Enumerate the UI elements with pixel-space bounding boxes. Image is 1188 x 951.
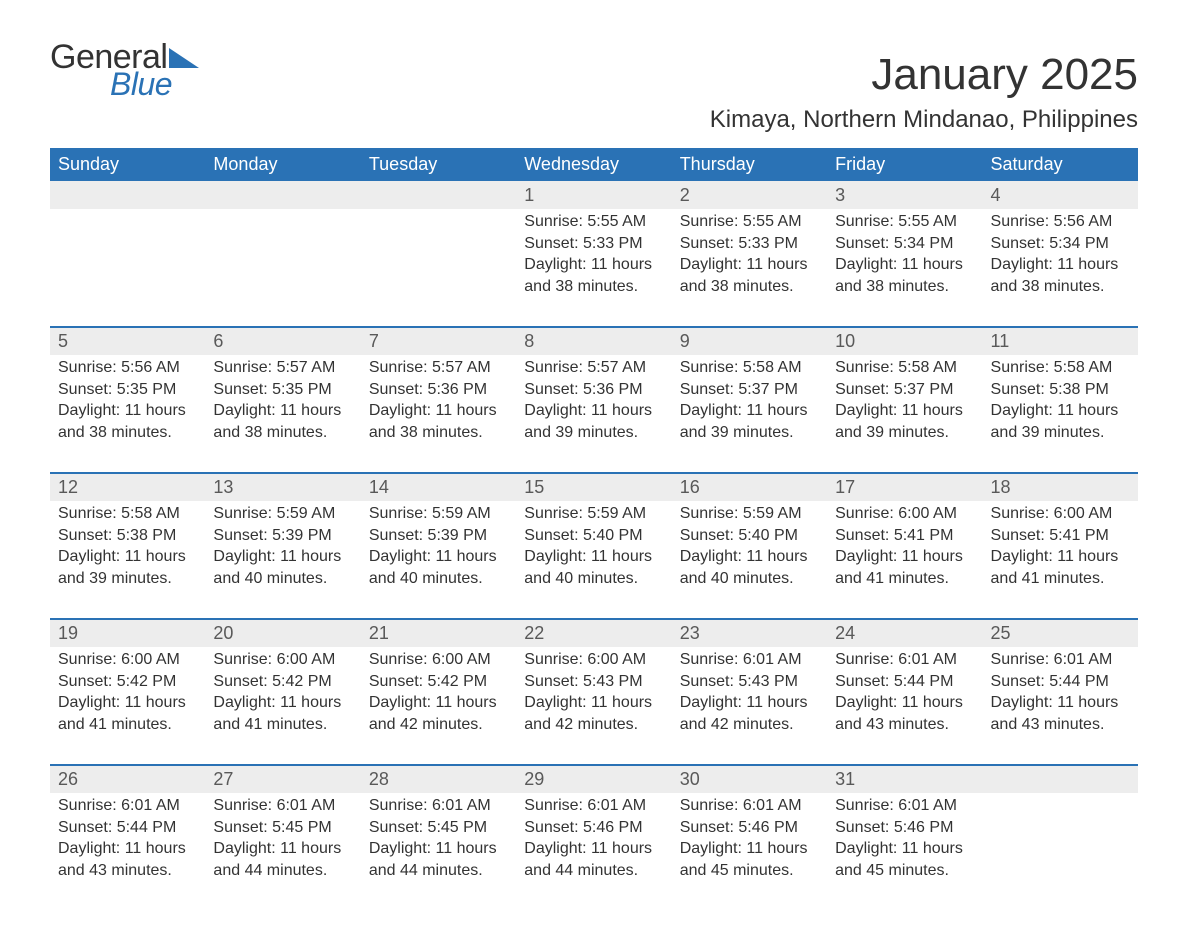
day-number: 14	[361, 473, 516, 501]
day-cell: Sunrise: 6:00 AM Sunset: 5:41 PM Dayligh…	[983, 501, 1138, 619]
day-cell	[50, 209, 205, 327]
day-cell: Sunrise: 5:59 AM Sunset: 5:39 PM Dayligh…	[205, 501, 360, 619]
daynum-row: 19 20 21 22 23 24 25	[50, 619, 1138, 647]
day-number: 15	[516, 473, 671, 501]
day-cell: Sunrise: 6:01 AM Sunset: 5:45 PM Dayligh…	[361, 793, 516, 911]
day-number	[50, 181, 205, 209]
weekday-header-row: Sunday Monday Tuesday Wednesday Thursday…	[50, 148, 1138, 181]
calendar-page: General Blue January 2025 Kimaya, Northe…	[0, 0, 1188, 951]
day-cell: Sunrise: 6:01 AM Sunset: 5:43 PM Dayligh…	[672, 647, 827, 765]
day-number: 5	[50, 327, 205, 355]
weekday-header: Tuesday	[361, 148, 516, 181]
day-number: 4	[983, 181, 1138, 209]
day-cell: Sunrise: 5:56 AM Sunset: 5:34 PM Dayligh…	[983, 209, 1138, 327]
day-cell: Sunrise: 5:56 AM Sunset: 5:35 PM Dayligh…	[50, 355, 205, 473]
day-number: 17	[827, 473, 982, 501]
day-cell: Sunrise: 6:00 AM Sunset: 5:42 PM Dayligh…	[361, 647, 516, 765]
day-cell: Sunrise: 5:58 AM Sunset: 5:37 PM Dayligh…	[827, 355, 982, 473]
weekday-header: Monday	[205, 148, 360, 181]
calendar-body: 1 2 3 4 Sunrise: 5:55 AM Sunset: 5:33 PM…	[50, 181, 1138, 911]
content-row: Sunrise: 6:01 AM Sunset: 5:44 PM Dayligh…	[50, 793, 1138, 911]
day-number: 6	[205, 327, 360, 355]
day-cell: Sunrise: 6:01 AM Sunset: 5:46 PM Dayligh…	[672, 793, 827, 911]
weekday-header: Wednesday	[516, 148, 671, 181]
day-number: 21	[361, 619, 516, 647]
day-number: 11	[983, 327, 1138, 355]
header: General Blue January 2025	[50, 40, 1138, 100]
day-number	[205, 181, 360, 209]
page-title: January 2025	[871, 50, 1138, 100]
day-number: 8	[516, 327, 671, 355]
daynum-row: 26 27 28 29 30 31	[50, 765, 1138, 793]
day-cell: Sunrise: 6:01 AM Sunset: 5:44 PM Dayligh…	[827, 647, 982, 765]
day-cell: Sunrise: 5:55 AM Sunset: 5:33 PM Dayligh…	[516, 209, 671, 327]
day-number: 29	[516, 765, 671, 793]
day-number: 12	[50, 473, 205, 501]
day-cell	[361, 209, 516, 327]
day-cell: Sunrise: 6:01 AM Sunset: 5:44 PM Dayligh…	[50, 793, 205, 911]
content-row: Sunrise: 6:00 AM Sunset: 5:42 PM Dayligh…	[50, 647, 1138, 765]
day-number: 22	[516, 619, 671, 647]
day-number: 13	[205, 473, 360, 501]
day-number: 19	[50, 619, 205, 647]
day-cell	[983, 793, 1138, 911]
day-cell: Sunrise: 5:58 AM Sunset: 5:38 PM Dayligh…	[50, 501, 205, 619]
day-cell: Sunrise: 5:55 AM Sunset: 5:34 PM Dayligh…	[827, 209, 982, 327]
weekday-header: Thursday	[672, 148, 827, 181]
day-cell: Sunrise: 6:00 AM Sunset: 5:43 PM Dayligh…	[516, 647, 671, 765]
day-number: 18	[983, 473, 1138, 501]
logo-triangle-icon	[169, 46, 203, 72]
day-number: 7	[361, 327, 516, 355]
day-cell: Sunrise: 6:01 AM Sunset: 5:46 PM Dayligh…	[827, 793, 982, 911]
day-number	[361, 181, 516, 209]
day-number: 9	[672, 327, 827, 355]
day-cell: Sunrise: 5:59 AM Sunset: 5:40 PM Dayligh…	[516, 501, 671, 619]
day-number: 28	[361, 765, 516, 793]
calendar-table: Sunday Monday Tuesday Wednesday Thursday…	[50, 148, 1138, 911]
daynum-row: 5 6 7 8 9 10 11	[50, 327, 1138, 355]
day-cell: Sunrise: 5:55 AM Sunset: 5:33 PM Dayligh…	[672, 209, 827, 327]
day-cell: Sunrise: 6:00 AM Sunset: 5:42 PM Dayligh…	[205, 647, 360, 765]
day-cell: Sunrise: 6:00 AM Sunset: 5:41 PM Dayligh…	[827, 501, 982, 619]
content-row: Sunrise: 5:55 AM Sunset: 5:33 PM Dayligh…	[50, 209, 1138, 327]
daynum-row: 1 2 3 4	[50, 181, 1138, 209]
day-number: 10	[827, 327, 982, 355]
day-number: 3	[827, 181, 982, 209]
day-number: 2	[672, 181, 827, 209]
logo: General Blue	[50, 40, 203, 100]
content-row: Sunrise: 5:56 AM Sunset: 5:35 PM Dayligh…	[50, 355, 1138, 473]
day-number: 20	[205, 619, 360, 647]
day-cell	[205, 209, 360, 327]
day-number: 27	[205, 765, 360, 793]
weekday-header: Friday	[827, 148, 982, 181]
content-row: Sunrise: 5:58 AM Sunset: 5:38 PM Dayligh…	[50, 501, 1138, 619]
day-cell: Sunrise: 5:58 AM Sunset: 5:37 PM Dayligh…	[672, 355, 827, 473]
weekday-header: Sunday	[50, 148, 205, 181]
day-cell: Sunrise: 6:01 AM Sunset: 5:44 PM Dayligh…	[983, 647, 1138, 765]
day-cell: Sunrise: 5:59 AM Sunset: 5:39 PM Dayligh…	[361, 501, 516, 619]
logo-text-blue: Blue	[110, 68, 172, 100]
day-number: 24	[827, 619, 982, 647]
day-number: 30	[672, 765, 827, 793]
weekday-header: Saturday	[983, 148, 1138, 181]
day-cell: Sunrise: 6:01 AM Sunset: 5:45 PM Dayligh…	[205, 793, 360, 911]
day-number: 23	[672, 619, 827, 647]
day-number: 16	[672, 473, 827, 501]
day-cell: Sunrise: 5:58 AM Sunset: 5:38 PM Dayligh…	[983, 355, 1138, 473]
location-subtitle: Kimaya, Northern Mindanao, Philippines	[50, 106, 1138, 134]
day-cell: Sunrise: 5:59 AM Sunset: 5:40 PM Dayligh…	[672, 501, 827, 619]
day-number: 26	[50, 765, 205, 793]
daynum-row: 12 13 14 15 16 17 18	[50, 473, 1138, 501]
day-cell: Sunrise: 5:57 AM Sunset: 5:36 PM Dayligh…	[361, 355, 516, 473]
day-number: 1	[516, 181, 671, 209]
day-cell: Sunrise: 6:01 AM Sunset: 5:46 PM Dayligh…	[516, 793, 671, 911]
day-cell: Sunrise: 5:57 AM Sunset: 5:35 PM Dayligh…	[205, 355, 360, 473]
day-number	[983, 765, 1138, 793]
day-cell: Sunrise: 6:00 AM Sunset: 5:42 PM Dayligh…	[50, 647, 205, 765]
day-number: 25	[983, 619, 1138, 647]
day-number: 31	[827, 765, 982, 793]
day-cell: Sunrise: 5:57 AM Sunset: 5:36 PM Dayligh…	[516, 355, 671, 473]
